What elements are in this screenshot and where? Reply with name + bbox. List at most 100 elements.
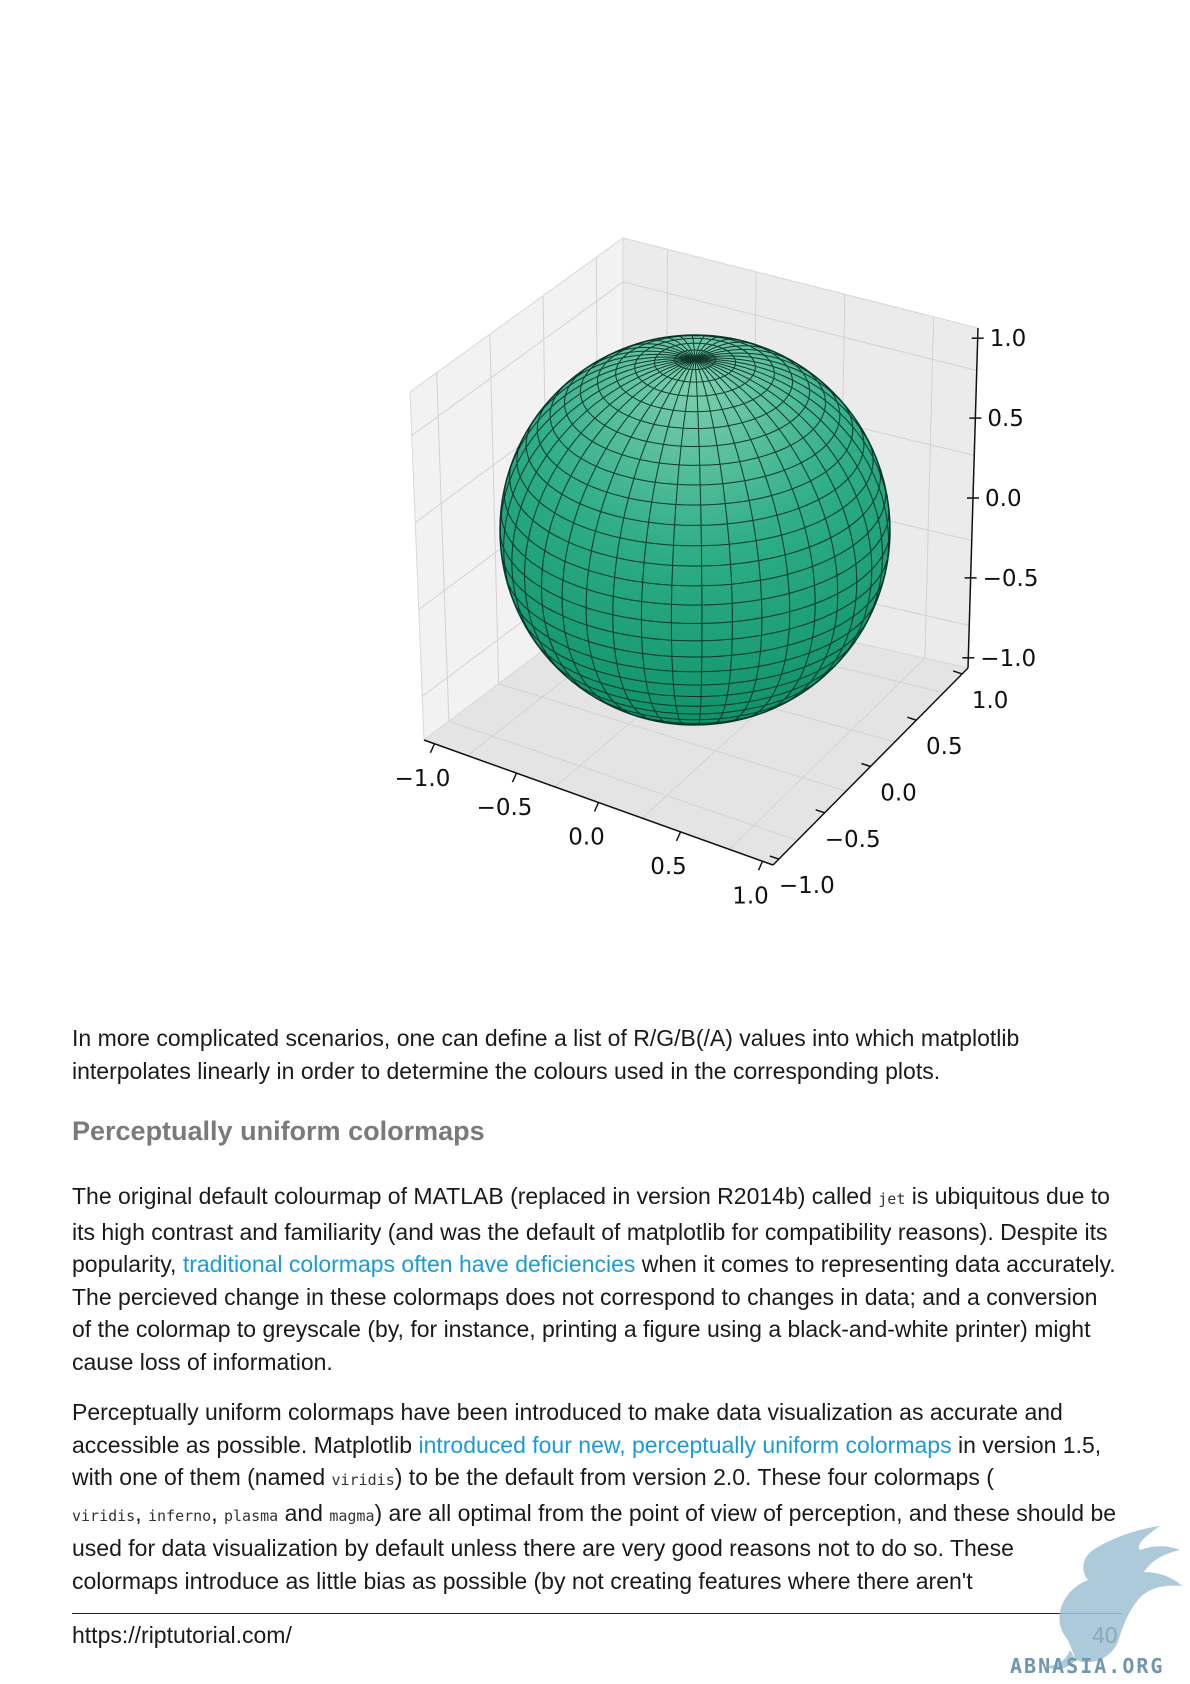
longitude-line — [695, 358, 890, 518]
paragraph-uniform-colormaps: Perceptually uniform colormaps have been… — [72, 1396, 1122, 1597]
x-tick — [593, 802, 600, 812]
longitude-line — [500, 358, 696, 552]
axis-tick-marks — [429, 337, 984, 871]
axis-tick-labels: −1.0 −1.0 1.0 −0.5 −0.5 0.5 0.0 0.0 0.0 0.5 0.5 −0.… — [395, 326, 1039, 909]
y-tick-label: 1.0 — [972, 688, 1009, 714]
longitude-line — [643, 339, 696, 360]
longitude-line — [694, 355, 849, 411]
x-tick-label: 1.0 — [732, 883, 769, 909]
longitude-line — [505, 357, 696, 484]
latitude-line — [521, 618, 870, 686]
y-tick — [861, 762, 871, 768]
y-tick-label: −1.0 — [779, 873, 835, 899]
longitude-line — [661, 337, 696, 360]
longitude-line — [551, 353, 696, 398]
text-run: The original default colourmap of MATLAB… — [72, 1183, 879, 1209]
y-tick — [907, 716, 917, 721]
gridline — [411, 281, 624, 436]
code-jet: jet — [878, 1190, 906, 1208]
paragraph-jet: The original default colourmap of MATLAB… — [72, 1180, 1122, 1378]
longitude-line — [694, 358, 858, 689]
longitude-line — [624, 343, 696, 360]
text-run: Perceptually uniform colormaps have been… — [72, 1399, 1063, 1458]
text-run: and — [278, 1499, 330, 1526]
x-tick — [675, 831, 682, 842]
code-magma: magma — [329, 1506, 375, 1525]
longitude-line — [527, 356, 696, 430]
latitude-line — [536, 397, 854, 506]
longitude-line — [694, 336, 722, 360]
longitude-line — [694, 358, 873, 669]
longitude-line — [670, 358, 696, 725]
longitude-line — [604, 346, 696, 360]
link-deficiencies[interactable]: traditional colormaps often have deficie… — [182, 1251, 636, 1277]
latitude-line — [509, 459, 881, 567]
text-run: ) are all optimal from the point of view… — [72, 1499, 1117, 1594]
longitude-line — [694, 358, 884, 631]
gridline — [436, 372, 450, 722]
longitude-line — [585, 358, 696, 717]
longitude-line — [694, 352, 823, 383]
longitude-line — [694, 358, 890, 577]
gridline — [498, 683, 847, 792]
longitude-line — [580, 350, 696, 373]
sphere-wireframe — [500, 335, 890, 725]
paragraph-text: In more complicated scenarios, one can d… — [72, 1025, 1020, 1084]
longitude-line — [694, 348, 798, 365]
x-tick-label: 0.5 — [650, 854, 687, 880]
y-tick — [769, 855, 780, 860]
longitude-line — [694, 358, 791, 719]
gridline — [448, 720, 798, 841]
x-tick-label: −1.0 — [395, 766, 451, 792]
y-tick-label: −0.5 — [825, 827, 881, 853]
longitude-line — [694, 358, 703, 725]
code-plasma: plasma — [224, 1506, 279, 1525]
z-tick-label: 0.5 — [987, 406, 1024, 432]
text-run: , — [135, 1499, 148, 1526]
longitude-line — [561, 358, 696, 710]
longitude-line — [694, 358, 763, 723]
latitude-line — [516, 439, 874, 547]
y-tick-label: 0.0 — [880, 781, 917, 807]
text-run: in version 1.5, with one of them (named — [72, 1431, 1102, 1491]
sphere-surface-plot: −1.0 −1.0 1.0 −0.5 −0.5 0.5 0.0 0.0 0.0 0.5 0.5 −0.… — [395, 237, 1039, 909]
gridline — [924, 316, 935, 659]
watermark-text: ABNASIA.ORG — [1010, 1654, 1165, 1678]
longitude-line — [694, 335, 706, 360]
gridline — [622, 281, 977, 371]
x-tick-label: −0.5 — [477, 795, 533, 821]
y-tick-label: 0.5 — [926, 734, 963, 760]
text-run: , — [211, 1499, 224, 1526]
x-tick — [429, 743, 436, 754]
y-tick — [815, 809, 825, 814]
x-tick — [511, 772, 518, 783]
y-tick — [952, 670, 963, 675]
x-tick-label: 0.0 — [568, 825, 605, 851]
longitude-line — [511, 358, 696, 651]
dragon-watermark-icon — [1046, 1526, 1182, 1670]
code-viridis: viridis — [331, 1471, 395, 1489]
longitude-line — [694, 341, 755, 360]
code-viridis: viridis — [72, 1506, 136, 1525]
link-new-colormaps[interactable]: introduced four new, perceptually unifor… — [418, 1431, 952, 1458]
longitude-line — [612, 358, 696, 722]
longitude-line — [676, 335, 696, 360]
longitude-line — [540, 358, 696, 697]
latitude-line — [505, 576, 885, 658]
section-heading: Perceptually uniform colormaps — [72, 1116, 485, 1146]
gridline — [729, 657, 926, 850]
latitude-line — [500, 528, 890, 625]
z-tick-label: 1.0 — [990, 326, 1027, 352]
longitude-line — [640, 358, 696, 724]
longitude-line — [694, 358, 839, 704]
longitude-line — [694, 357, 878, 461]
footer-url[interactable]: https://riptutorial.com/ — [72, 1622, 292, 1648]
longitude-line — [523, 358, 696, 679]
longitude-line — [691, 335, 696, 359]
longitude-line — [694, 338, 737, 360]
longitude-line — [694, 358, 733, 725]
text-run: ) to be the default from version 2.0. Th… — [394, 1464, 994, 1490]
text-run: is ubiquitous due to its high contrast a… — [72, 1183, 1110, 1277]
longitude-line — [503, 358, 696, 609]
code-inferno: inferno — [148, 1506, 212, 1525]
